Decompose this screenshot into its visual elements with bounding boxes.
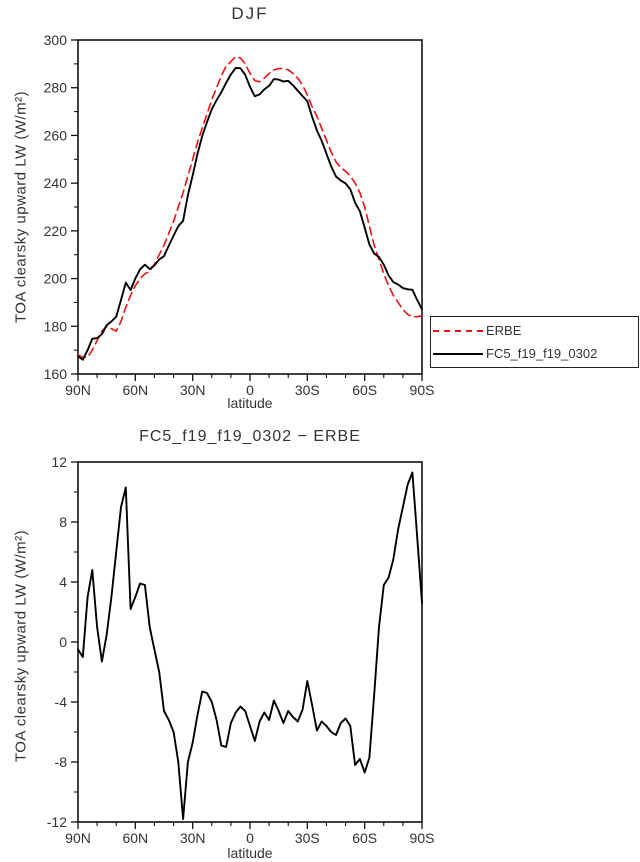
x-tick-label: 0 xyxy=(246,830,254,846)
x-tick-label: 30S xyxy=(295,830,320,846)
x-tick-label: 60N xyxy=(122,830,148,846)
y-tick-label: 220 xyxy=(44,223,68,239)
y-tick-label: 300 xyxy=(44,32,68,48)
x-tick-label: 60S xyxy=(352,830,377,846)
series-line-fc5-f19-f19-0302 xyxy=(77,66,423,361)
model-legend-line-icon xyxy=(433,352,483,355)
x-tick-label: 30N xyxy=(180,382,206,398)
legend-row-erbe: ERBE xyxy=(433,319,638,342)
plot-frame xyxy=(77,39,423,375)
x-tick-label: 90N xyxy=(65,382,91,398)
x-tick-label: 90S xyxy=(410,382,435,398)
y-tick-label: 260 xyxy=(44,127,68,143)
y-tick-label: 280 xyxy=(44,80,68,96)
y-tick-label: 0 xyxy=(59,634,67,650)
y-tick-label: -12 xyxy=(47,814,67,830)
y-tick-label: 160 xyxy=(44,366,68,382)
y-tick-label: 12 xyxy=(51,454,67,470)
x-tick-label: 60S xyxy=(352,382,377,398)
bottom-plot-svg: 90N 60N 30N 0 30S 60S 90S -12 -8 -4 0 4 8 12 xyxy=(47,454,435,846)
legend-row-model: FC5_f19_f19_0302 xyxy=(433,342,638,365)
x-tick-label: 90N xyxy=(65,830,91,846)
y-tick-label: 240 xyxy=(44,175,68,191)
y-tick-label: 4 xyxy=(59,574,67,590)
y-tick-label: -8 xyxy=(55,754,68,770)
bottom-chart-title: FC5_f19_f19_0302 − ERBE xyxy=(139,428,361,445)
legend: ERBE FC5_f19_f19_0302 xyxy=(430,316,639,368)
y-tick-label: 180 xyxy=(44,318,68,334)
erbe-legend-line-icon xyxy=(433,329,483,332)
x-tick-label: 90S xyxy=(410,830,435,846)
top-plot-svg: 90N 60N 30N 0 30S 60S 90S 160 180 200 220 240 260 280… xyxy=(44,32,435,398)
top-chart-title: DJF xyxy=(231,4,269,23)
plot-frame xyxy=(77,461,423,823)
series-line-erbe xyxy=(77,55,423,359)
y-tick-label: 8 xyxy=(59,514,67,530)
x-tick-label: 0 xyxy=(246,382,254,398)
model-legend-label: FC5_f19_f19_0302 xyxy=(486,346,598,361)
x-tick-label: 30N xyxy=(180,830,206,846)
x-tick-label: 30S xyxy=(295,382,320,398)
erbe-legend-label: ERBE xyxy=(486,323,522,338)
bottom-x-axis-label: latitude xyxy=(227,845,273,861)
y-tick-label: -4 xyxy=(55,694,68,710)
series-line-fc5-f19-f19-0302-erbe xyxy=(77,471,423,820)
y-tick-label: 200 xyxy=(44,271,68,287)
x-tick-label: 60N xyxy=(122,382,148,398)
top-x-axis-label: latitude xyxy=(227,395,273,411)
